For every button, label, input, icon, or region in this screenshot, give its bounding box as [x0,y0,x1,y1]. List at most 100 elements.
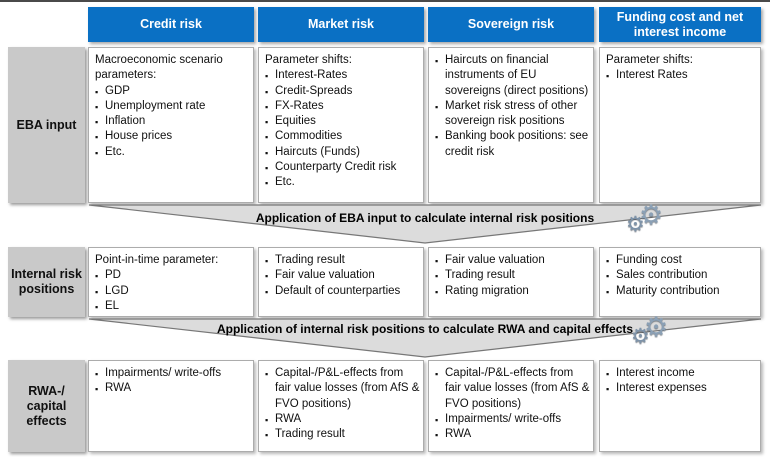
bullet-item: ▪ RWA [265,412,420,427]
bullet-square-icon: ▪ [606,271,610,282]
bullet-square-icon: ▪ [95,384,99,395]
bullet-item: ▪ Interest Rates [606,68,757,83]
cell-internal-risk-market-risk: ▪ Trading result ▪ Fair value valuation ▪ Def… [258,247,424,317]
bullet-text: Interest expenses [616,382,707,395]
bullet-square-icon: ▪ [265,369,269,379]
bullet-text: Equities [275,115,316,128]
bullet-item: ▪ EL [95,299,250,314]
cell-intro-text: Macroeconomic scenario parameters: [95,54,223,82]
band-caption: Application of EBA input to calculate in… [88,211,762,225]
bullet-square-icon: ▪ [265,286,269,297]
bullet-square-icon: ▪ [265,414,269,425]
bullet-text: LGD [105,284,129,297]
bullet-text: Haircuts (Funds) [275,145,360,158]
bullet-text: Rating migration [445,284,529,297]
row-label-eba-input: EBA input [8,47,85,203]
bullet-item: ▪ Impairments/ write-offs [95,366,250,381]
cell-rwa-effects-credit-risk: ▪ Impairments/ write-offs ▪ RWA [88,360,254,452]
bullet-square-icon: ▪ [265,147,269,158]
bullet-item: ▪ Commodities [265,129,420,144]
cell-intro-text: Parameter shifts: [606,54,693,66]
bullet-text: Funding cost [616,254,682,266]
bullet-item: ▪ Maturity contribution [606,284,757,299]
bullet-text: Trading result [445,269,515,282]
bullet-square-icon: ▪ [95,286,99,297]
bullet-square-icon: ▪ [95,86,99,97]
gears-icon: ⚙ ⚙ [631,312,679,360]
cell-rwa-effects-market-risk: ▪ Capital-/P&L-effects from fair value lo… [258,360,424,452]
bullet-text: EL [105,299,120,312]
bullet-item: ▪ Fair value valuation [435,253,590,268]
row-label-text: RWA-/ capital effects [26,383,67,428]
bullet-item: ▪ Etc. [95,145,250,160]
cell-eba-input-market-risk: Parameter shifts: ▪ Interest-Rates ▪ Credit-… [258,47,424,203]
bullet-text: Impairments/ write-offs [105,367,222,379]
column-header-credit-risk: Credit risk [88,7,254,42]
bullet-text: Counterparty Credit risk [275,161,397,174]
bullet-item: ▪ Trading result [265,427,420,442]
cell-eba-input-credit-risk: Macroeconomic scenario parameters: ▪ GDP ▪ U… [88,47,254,203]
bullet-square-icon: ▪ [435,101,439,112]
bullet-square-icon: ▪ [265,271,269,282]
bullet-text: Banking book positions: see credit risk [445,130,589,158]
bullet-item: ▪ Interest expenses [606,381,757,396]
bullet-item: ▪ RWA [435,427,590,442]
gear-icon: ⚙ [631,325,650,348]
bullet-square-icon: ▪ [265,117,269,128]
bullet-square-icon: ▪ [435,286,439,297]
bullet-item: ▪ Etc. [265,175,420,190]
bullet-item: ▪ FX-Rates [265,99,420,114]
cell-internal-risk-funding-cost: ▪ Funding cost ▪ Sales contribution ▪ Maturit… [599,247,761,317]
bullet-text: Interest income [616,367,695,379]
bullet-text: Fair value valuation [445,254,545,266]
bullet-text: Interest Rates [616,69,688,82]
bullet-item: ▪ Haircuts (Funds) [265,145,420,160]
bullet-square-icon: ▪ [95,147,99,158]
bullet-item: ▪ Default of counterparties [265,284,420,299]
bullet-square-icon: ▪ [265,71,269,82]
bullet-item: ▪ Sales contribution [606,268,757,283]
band-caption-text: Application of EBA input to calculate in… [255,211,595,225]
bullet-square-icon: ▪ [606,286,610,297]
bullet-text: Unemployment rate [105,99,206,112]
bullet-square-icon: ▪ [95,132,99,143]
cell-eba-input-funding-cost: Parameter shifts: ▪ Interest Rates [599,47,761,203]
column-header-sovereign-risk: Sovereign risk [428,7,594,42]
bullet-square-icon: ▪ [95,369,99,379]
column-header-market-risk: Market risk [258,7,424,42]
bullet-item: ▪ Equities [265,114,420,129]
bullet-text: RWA [105,382,132,395]
bullet-text: Commodities [275,130,343,143]
bullet-item: ▪ Interest income [606,366,757,381]
row-label-rwa-capital-effects: RWA-/ capital effects [8,360,85,452]
bullet-text: RWA [275,412,302,425]
bullet-text: FX-Rates [275,99,324,112]
bullet-square-icon: ▪ [435,369,439,379]
bullet-square-icon: ▪ [435,256,439,266]
bullet-item: ▪ Credit-Spreads [265,84,420,99]
bullet-square-icon: ▪ [606,256,610,266]
bullet-square-icon: ▪ [265,163,269,174]
bullet-item: ▪ Interest-Rates [265,68,420,83]
gears-icon: ⚙ ⚙ [626,200,674,248]
bullet-item: ▪ GDP [95,84,250,99]
bullet-item: ▪ Rating migration [435,284,590,299]
bullet-text: RWA [445,428,472,441]
band-caption-text: Application of internal risk positions t… [216,322,634,336]
down-arrow-band [88,204,762,244]
bullet-square-icon: ▪ [435,430,439,441]
down-arrow-band [88,318,762,358]
gear-icon: ⚙ [626,213,645,236]
bullet-item: ▪ Capital-/P&L-effects from fair value lo… [435,366,590,412]
bullet-text: Capital-/P&L-effects from fair value los… [445,367,590,410]
bullet-square-icon: ▪ [265,101,269,112]
bullet-text: Credit-Spreads [275,84,353,97]
column-header-label: Credit risk [140,17,202,32]
bullet-item: ▪ Market risk stress of other sovereign r… [435,99,590,130]
bullet-square-icon: ▪ [95,301,99,312]
bullet-item: ▪ Capital-/P&L-effects from fair value lo… [265,366,420,412]
bullet-square-icon: ▪ [435,271,439,282]
cell-intro-text: Parameter shifts: [265,54,352,66]
bullet-square-icon: ▪ [435,132,439,143]
bullet-text: House prices [105,130,173,143]
